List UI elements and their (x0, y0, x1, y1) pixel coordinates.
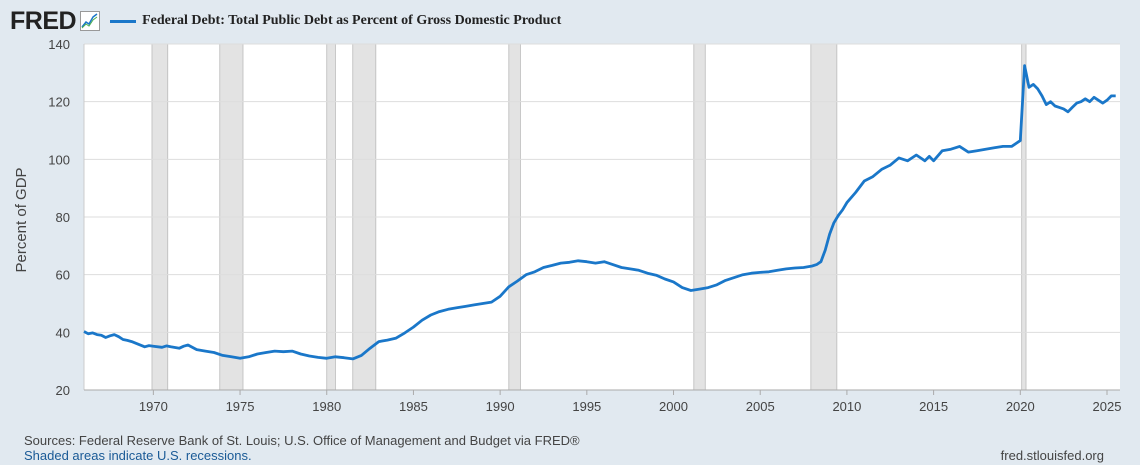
y-tick-label: 40 (56, 325, 70, 340)
chart-header: FRED Federal Debt: Total Public Debt as … (10, 6, 561, 36)
legend-label: Federal Debt: Total Public Debt as Perce… (142, 13, 562, 28)
site-url[interactable]: fred.stlouisfed.org (1000, 448, 1104, 463)
y-tick-label: 120 (48, 95, 70, 110)
x-tick-label: 2020 (1006, 399, 1035, 414)
x-tick-label: 2010 (832, 399, 861, 414)
x-tick-label: 2015 (919, 399, 948, 414)
x-tick-label: 2025 (1093, 399, 1122, 414)
x-tick-label: 1990 (486, 399, 515, 414)
sparkline-icon (80, 11, 101, 31)
x-tick-label: 1995 (572, 399, 601, 414)
y-tick-label: 140 (48, 37, 70, 52)
x-tick-label: 2000 (659, 399, 688, 414)
y-axis: 20 40 60 80 100 120 140 (48, 37, 70, 398)
y-tick-label: 60 (56, 268, 70, 283)
y-axis-label: Percent of GDP (13, 167, 30, 272)
y-tick-label: 100 (48, 152, 70, 167)
fred-logo[interactable]: FRED (10, 6, 77, 35)
chart-legend: Federal Debt: Total Public Debt as Perce… (110, 13, 561, 29)
x-tick-label: 2005 (746, 399, 775, 414)
legend-line-swatch (110, 19, 137, 23)
y-tick-label: 20 (56, 383, 70, 398)
x-tick-label: 1975 (226, 399, 255, 414)
x-tick-label: 1985 (399, 399, 428, 414)
series-line[interactable] (83, 64, 1116, 361)
sources-note: Sources: Federal Reserve Bank of St. Lou… (24, 433, 580, 448)
recessions-note: Shaded areas indicate U.S. recessions. (24, 448, 252, 463)
x-tick-label: 1980 (312, 399, 341, 414)
y-tick-label: 80 (56, 210, 70, 225)
x-tick-label: 1970 (139, 399, 168, 414)
x-axis: 1970 1975 1980 1985 1990 1995 2000 2005 2010 2015… (84, 389, 1122, 414)
